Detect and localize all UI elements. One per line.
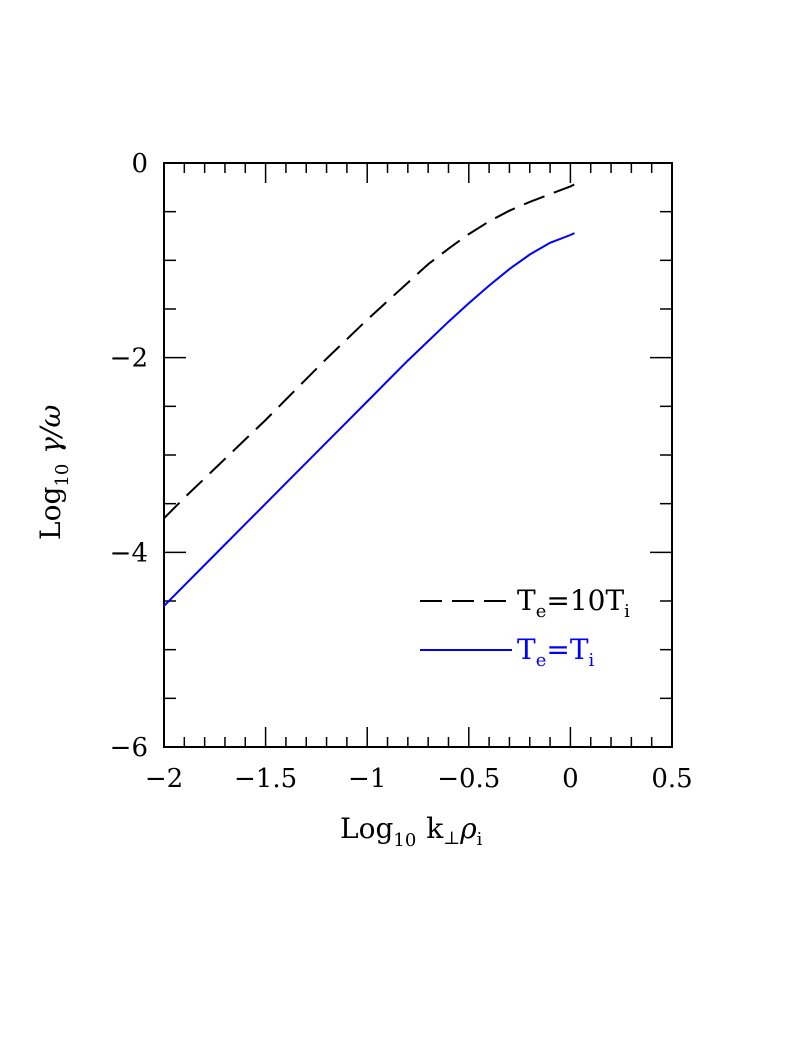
x-tick-labels: −2 −1.5 −1 −0.5 0 0.5	[145, 764, 693, 794]
legend: Te=10Ti Te=Ti	[420, 584, 630, 671]
y-axis-title: Log10γ/ω	[34, 405, 73, 540]
series-line-te-ti	[163, 232, 575, 607]
x-tick-label: 0.5	[651, 764, 692, 794]
major-ticks	[163, 162, 673, 748]
legend-label-te-ti: Te=Ti	[517, 633, 595, 671]
x-tick-label: −1.5	[234, 764, 297, 794]
y-tick-labels: −6 −4 −2 0	[110, 149, 148, 763]
plot-frame	[163, 162, 673, 748]
y-tick-label: −6	[110, 733, 148, 763]
minor-ticks	[164, 163, 672, 747]
x-tick-label: −0.5	[437, 764, 500, 794]
legend-label-te-10ti: Te=10Ti	[517, 584, 630, 622]
x-tick-label: −1	[348, 764, 386, 794]
series-line-te-10ti	[163, 183, 575, 520]
x-tick-label: 0	[562, 764, 579, 794]
x-tick-label: −2	[145, 764, 183, 794]
y-tick-label: −4	[110, 538, 148, 568]
x-axis-title: Log10 k⊥ρi	[340, 812, 483, 851]
series-layer	[163, 183, 575, 607]
y-tick-label: −2	[110, 344, 148, 374]
y-tick-label: 0	[131, 149, 148, 179]
